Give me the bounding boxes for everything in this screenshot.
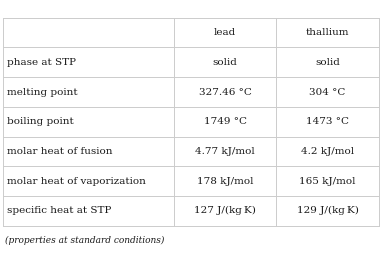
- Text: phase at STP: phase at STP: [7, 58, 76, 67]
- Text: 1473 °C: 1473 °C: [306, 117, 349, 126]
- Text: 165 kJ/mol: 165 kJ/mol: [299, 177, 356, 186]
- Text: boiling point: boiling point: [7, 117, 74, 126]
- Text: 1749 °C: 1749 °C: [204, 117, 247, 126]
- Text: 327.46 °C: 327.46 °C: [199, 88, 252, 97]
- Text: 4.2 kJ/mol: 4.2 kJ/mol: [301, 147, 354, 156]
- Text: molar heat of vaporization: molar heat of vaporization: [7, 177, 146, 186]
- Text: 127 J/(kg K): 127 J/(kg K): [194, 206, 256, 215]
- Text: specific heat at STP: specific heat at STP: [7, 206, 111, 215]
- Text: molar heat of fusion: molar heat of fusion: [7, 147, 112, 156]
- Text: melting point: melting point: [7, 88, 78, 97]
- Text: (properties at standard conditions): (properties at standard conditions): [5, 236, 164, 245]
- Text: lead: lead: [214, 28, 236, 37]
- Text: 304 °C: 304 °C: [309, 88, 346, 97]
- Text: solid: solid: [213, 58, 238, 67]
- Text: solid: solid: [315, 58, 340, 67]
- Text: 178 kJ/mol: 178 kJ/mol: [197, 177, 253, 186]
- Text: thallium: thallium: [306, 28, 349, 37]
- Text: 129 J/(kg K): 129 J/(kg K): [296, 206, 358, 215]
- Text: 4.77 kJ/mol: 4.77 kJ/mol: [195, 147, 255, 156]
